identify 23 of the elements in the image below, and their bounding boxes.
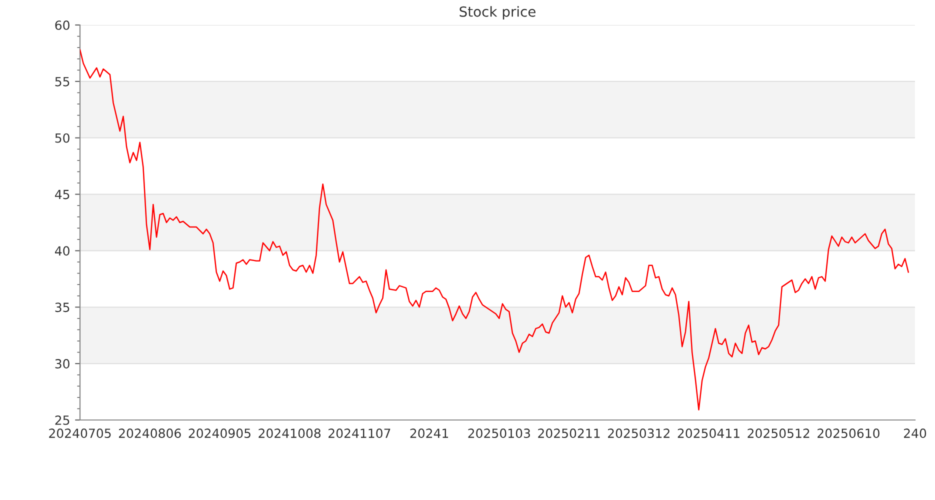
y-tick-label: 45 [54,190,70,200]
x-tick-label: 20250312 [608,428,670,438]
x-tick-label: 20250211 [538,428,600,438]
x-tick-label: 240 [904,428,926,438]
y-tick-label: 30 [55,359,70,368]
x-tick-label: 20240905 [188,428,250,438]
y-tick-label: 60 [55,20,70,30]
y-tick-label: 35 [55,302,70,312]
x-tick-label: 20241008 [258,428,321,438]
x-tick-label: 20240806 [118,428,181,438]
x-tick-label: 20250411 [678,428,740,438]
x-tick-label: 20250103 [468,428,530,438]
x-tick-label: 20240705 [49,428,111,438]
x-tick-label: 20241 [410,428,448,438]
x-tick-label: 20250610 [818,428,880,438]
y-tick-label: 40 [54,246,70,256]
y-tick-label: 50 [55,133,70,143]
y-tick-label: 55 [55,77,70,86]
line-series [80,49,909,410]
x-tick-label: 20250512 [748,428,810,438]
x-tick-label: 20241107 [328,428,390,438]
y-tick-label: 25 [55,415,70,425]
chart-title: Stock price [460,6,536,20]
